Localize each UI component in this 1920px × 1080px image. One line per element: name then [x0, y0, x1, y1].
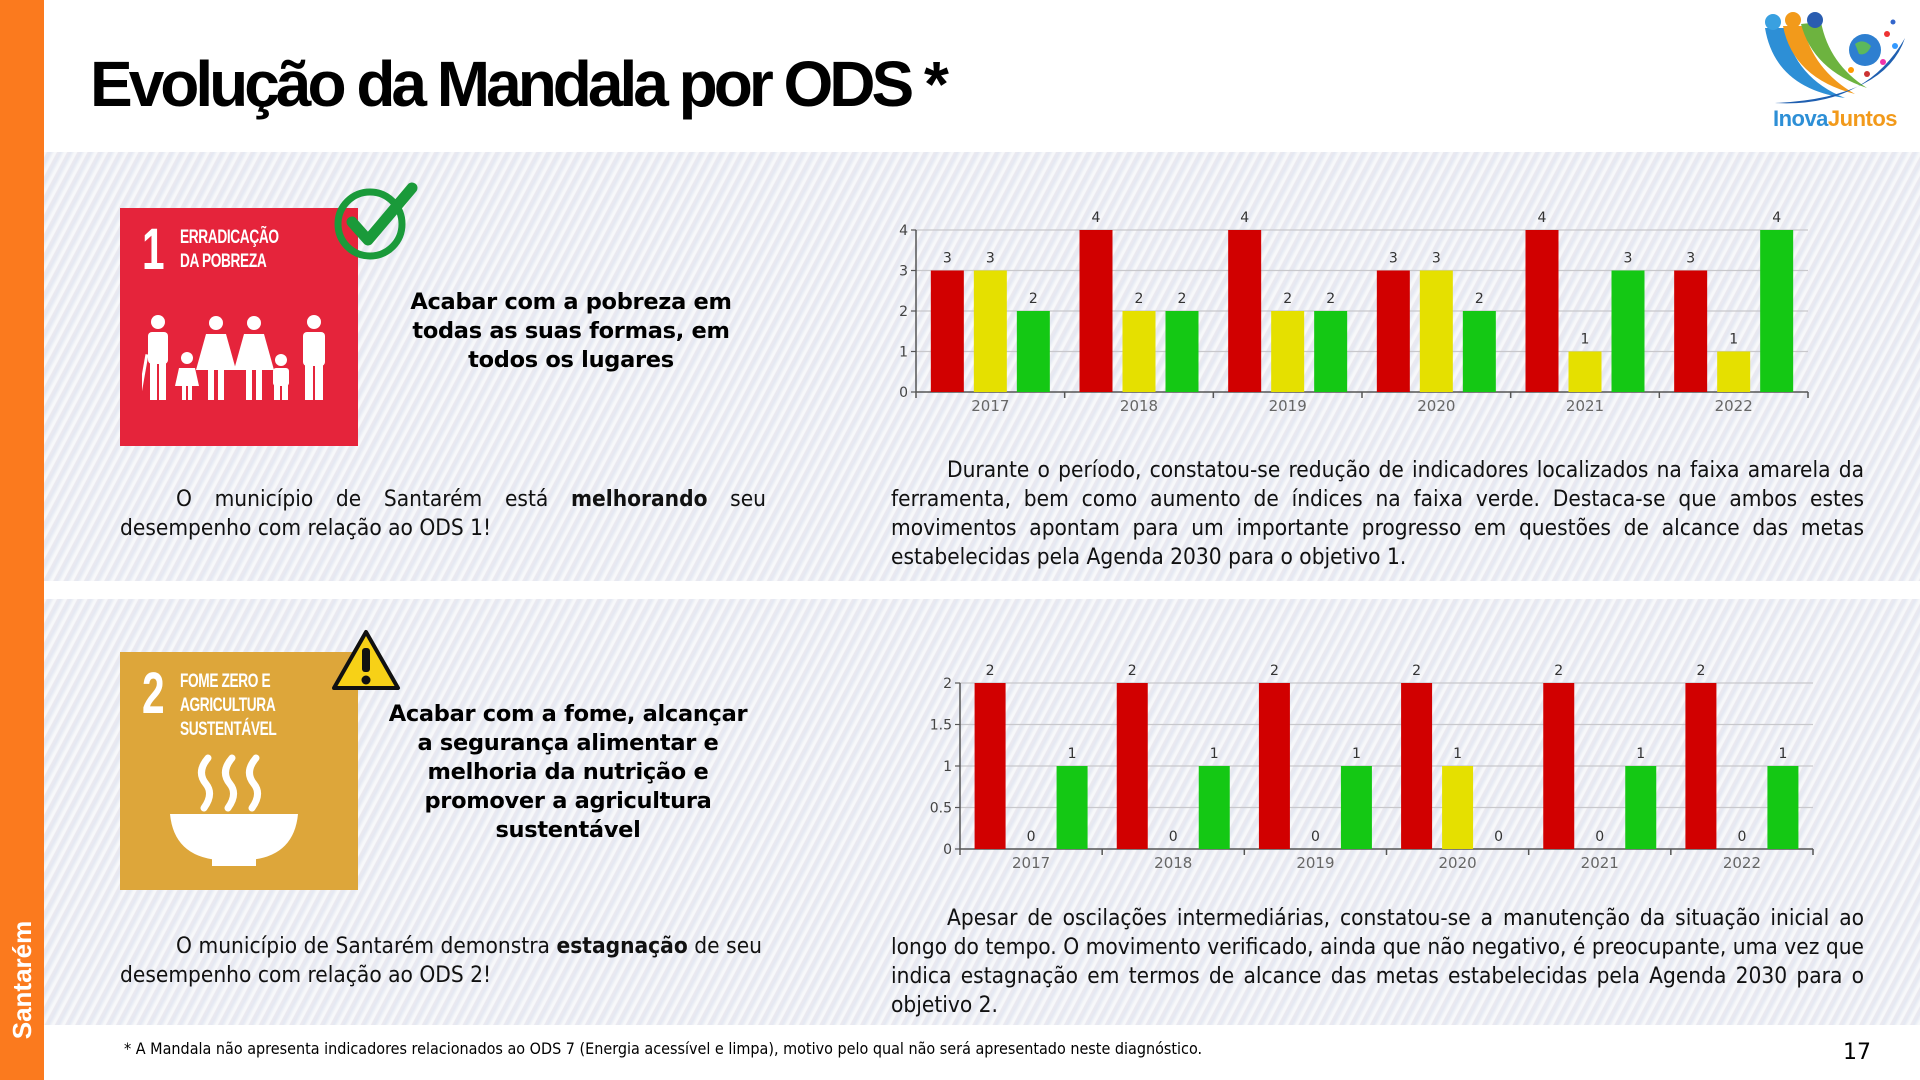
warning-triangle-icon: [332, 630, 400, 690]
page-title: Evolução da Mandala por ODS *: [90, 48, 949, 120]
ods2-name: FOME ZERO E AGRICULTURA SUSTENTÁVEL: [180, 671, 277, 740]
ods2-goal: Acabar com a fome, alcançar a segurança …: [388, 701, 748, 843]
ods2-status: O município de Santarém demonstra estagn…: [120, 933, 762, 988]
ods2-number: 2: [142, 661, 165, 726]
ods2-tile: 2 FOME ZERO E AGRICULTURA SUSTENTÁVEL: [120, 652, 358, 890]
ods1-number: 1: [142, 217, 165, 282]
ods1-name: ERRADICAÇÃO DA POBREZA: [180, 227, 279, 272]
page-number: 17: [1843, 1040, 1871, 1065]
ods1-analysis: Durante o período, constatou-se redução …: [891, 457, 1864, 570]
ods1-tile: 1 ERRADICAÇÃO DA POBREZA: [120, 208, 358, 446]
inovajuntos-logo: InovaJuntos: [1755, 8, 1915, 138]
check-circle-icon: [334, 182, 418, 260]
municipality-label: Santarém: [7, 920, 37, 1040]
food-bowl-icon: [170, 754, 298, 866]
ods1-status: O município de Santarém está melhorando …: [120, 486, 766, 541]
family-icon: [142, 315, 325, 400]
logo-text: InovaJuntos: [1772, 106, 1898, 131]
ods2-analysis: Apesar de oscilações intermediárias, con…: [891, 905, 1864, 1018]
ods1-status-keyword: melhorando: [570, 486, 708, 512]
footnote: * A Mandala não apresenta indicadores re…: [124, 1039, 1203, 1058]
ods1-goal: Acabar com a pobreza em todas as suas fo…: [410, 289, 732, 373]
ods2-status-keyword: estagnação: [556, 933, 688, 959]
logo-swoosh-icon: [1765, 12, 1905, 104]
sidebar: Santarém: [0, 0, 44, 1080]
